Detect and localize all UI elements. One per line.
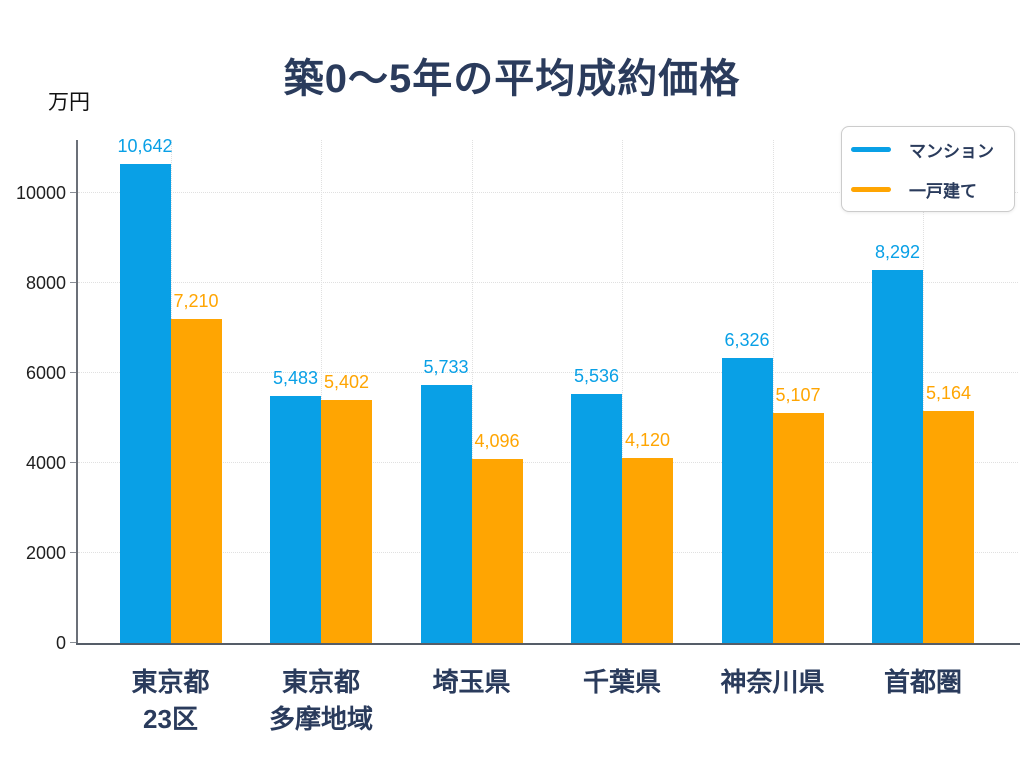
bar-house [923,410,974,643]
legend-item-house: 一戸建て [851,177,1014,202]
bar-value-label: 5,483 [272,368,319,389]
y-axis-tick-mark [70,552,76,554]
legend: マンション 一戸建て [841,126,1015,212]
y-axis-tick-mark [70,192,76,194]
bar-mansion [420,385,472,643]
y-axis-tick-label: 6000 [25,363,66,383]
legend-swatch-mansion [851,146,891,152]
bar-mansion [721,358,773,643]
legend-label-house: 一戸建て [909,181,977,201]
gridline-vertical [923,140,924,643]
chart-title: 築0〜5年の平均成約価格 [283,57,741,101]
y-axis-tick-label: 0 [55,633,66,653]
bar-value-label: 5,536 [573,365,620,386]
bar-value-label: 5,402 [323,371,370,392]
legend-item-mansion: マンション [851,137,1014,162]
x-axis-category-label: 埼玉県 [387,664,557,701]
y-axis-tick-mark [70,642,76,644]
x-axis-category-label: 東京都 多摩地域 [236,664,406,738]
bar-mansion [119,164,171,643]
y-axis-tick-label: 10000 [15,183,66,203]
x-axis-category-label-line: 23区 [143,704,198,734]
bar-mansion [571,393,622,643]
x-axis-category-label-line: 埼玉県 [432,667,511,697]
gridline-vertical [772,140,774,643]
x-axis-category-label: 首都圏 [838,664,1008,701]
gridline-horizontal [78,192,1018,193]
gridline-horizontal [78,462,1018,463]
y-axis-tick-mark [70,372,76,374]
gridline-vertical [471,140,473,643]
y-axis-tick-label: 4000 [25,453,66,473]
y-axis-line [76,140,78,645]
y-axis-tick-label: 2000 [25,543,66,563]
x-axis-category-label: 神奈川県 [688,664,858,701]
bar-value-label: 7,210 [173,290,219,311]
bar-mansion [872,269,923,643]
x-axis-category-label-line: 神奈川県 [720,667,825,697]
bar-house [622,457,673,643]
plot-area: 10,642 5,483 5,733 5,536 6,326 8,292 7,210 5,40… [76,136,1020,645]
bar-value-label: 10,642 [117,136,173,157]
gridline-vertical [321,140,322,643]
bar-house [471,458,523,643]
x-axis-category-label: 千葉県 [537,664,707,701]
x-axis-category-label-line: 東京都 [281,667,360,697]
x-axis-line [76,643,1020,645]
bar-house [772,413,824,643]
x-axis-category-label-line: 多摩地域 [268,704,373,734]
gridline-horizontal [78,552,1018,553]
bar-value-label: 5,164 [925,382,972,403]
legend-swatch-house [851,186,891,192]
bar-value-label: 4,096 [474,430,520,451]
bar-house [170,318,222,643]
bar-value-label: 5,107 [775,385,821,406]
legend-label-mansion: マンション [909,141,994,161]
x-axis-category-label: 東京都 23区 [86,664,256,738]
gridline-vertical [622,140,623,643]
bar-house [321,399,372,643]
x-axis-category-label-line: 東京都 [131,667,210,697]
bar-mansion [270,396,321,643]
y-axis-unit-label: 万円 [48,91,90,114]
bar-value-label: 8,292 [874,241,921,262]
x-axis-category-label-line: 首都圏 [883,667,962,697]
y-axis-tick-label: 8000 [25,273,66,293]
bar-value-label: 6,326 [724,330,770,351]
bar-value-label: 4,120 [624,429,671,450]
y-axis-tick-mark [70,282,76,284]
gridline-horizontal [78,282,1018,283]
gridline-horizontal [78,372,1018,373]
bar-value-label: 5,733 [423,357,469,378]
y-axis-tick-mark [70,462,76,464]
x-axis-category-label-line: 千葉県 [582,667,661,697]
